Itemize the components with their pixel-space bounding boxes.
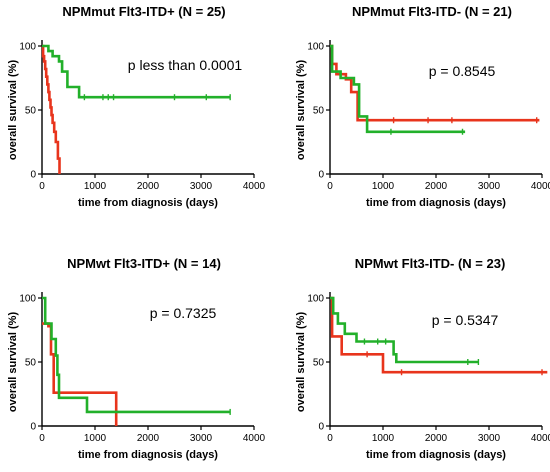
y-tick-label: 100 [19, 42, 36, 53]
x-tick-label: 2000 [425, 181, 448, 192]
chart-title: NPMmut Flt3-ITD- (N = 21) [352, 4, 512, 19]
y-tick-label: 0 [318, 170, 324, 181]
x-axis-label: time from diagnosis (days) [366, 449, 506, 461]
y-tick-label: 0 [30, 170, 36, 181]
x-axis-label: time from diagnosis (days) [366, 197, 506, 209]
survival-curve-series-1 [41, 44, 61, 174]
x-tick-label: 3000 [190, 433, 213, 444]
survival-curve-series-2 [330, 44, 466, 134]
x-tick-label: 2000 [137, 181, 160, 192]
y-tick-label: 100 [307, 294, 324, 305]
y-tick-label: 50 [25, 358, 37, 369]
p-value-annotation: p = 0.8545 [429, 63, 496, 79]
x-tick-label: 1000 [84, 433, 107, 444]
chart-title: NPMmut Flt3-ITD+ (N = 25) [62, 4, 225, 19]
y-axis-label: overall survival (%) [7, 312, 19, 413]
x-tick-label: 0 [327, 433, 333, 444]
x-tick-label: 3000 [190, 181, 213, 192]
chart-panel-3: NPMwt Flt3-ITD+ (N = 14)0 1000 2000 3000 400… [7, 256, 266, 461]
x-tick-label: 0 [39, 433, 45, 444]
survival-curve-series-2 [42, 296, 231, 414]
y-tick-label: 100 [307, 42, 324, 53]
x-tick-label: 1000 [372, 181, 395, 192]
x-tick-label: 1000 [84, 181, 107, 192]
survival-curve-series-2 [330, 296, 479, 364]
x-tick-label: 0 [327, 181, 333, 192]
y-tick-label: 50 [25, 106, 37, 117]
x-tick-label: 3000 [478, 433, 501, 444]
y-axis-label: overall survival (%) [295, 60, 307, 161]
chart-panel-4: NPMwt Flt3-ITD- (N = 23)0 1000 2000 3000 400… [295, 256, 550, 461]
y-tick-label: 0 [318, 422, 324, 433]
x-axis-label: time from diagnosis (days) [78, 197, 218, 209]
x-tick-label: 4000 [531, 433, 550, 444]
y-tick-label: 100 [19, 294, 36, 305]
y-tick-label: 50 [313, 358, 325, 369]
chart-panel-1: NPMmut Flt3-ITD+ (N = 25)0 1000 2000 3000 40… [7, 4, 266, 209]
y-axis-label: overall survival (%) [295, 312, 307, 413]
y-tick-label: 50 [313, 106, 325, 117]
p-value-annotation: p = 0.5347 [432, 312, 499, 328]
x-axis-label: time from diagnosis (days) [78, 449, 218, 461]
survival-curve-series-1 [330, 44, 540, 122]
x-tick-label: 2000 [425, 433, 448, 444]
x-tick-label: 4000 [531, 181, 550, 192]
x-tick-label: 4000 [243, 181, 266, 192]
x-tick-label: 4000 [243, 433, 266, 444]
x-tick-label: 0 [39, 181, 45, 192]
survival-curve-series-2 [42, 44, 231, 99]
x-tick-label: 2000 [137, 433, 160, 444]
chart-title: NPMwt Flt3-ITD+ (N = 14) [67, 256, 221, 271]
x-tick-label: 1000 [372, 433, 395, 444]
p-value-annotation: p = 0.7325 [150, 305, 217, 321]
y-tick-label: 0 [30, 422, 36, 433]
chart-panel-2: NPMmut Flt3-ITD- (N = 21)0 1000 2000 3000 40… [295, 4, 550, 209]
x-tick-label: 3000 [478, 181, 501, 192]
y-axis-label: overall survival (%) [7, 60, 19, 161]
p-value-annotation: p less than 0.0001 [128, 57, 243, 73]
chart-title: NPMwt Flt3-ITD- (N = 23) [355, 256, 506, 271]
